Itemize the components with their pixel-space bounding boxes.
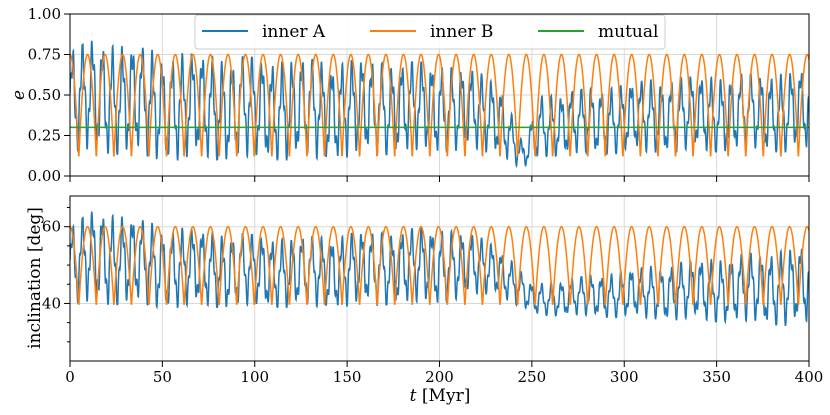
x-tick-label: 100 bbox=[240, 368, 269, 386]
y-tick-label: 1.00 bbox=[28, 5, 61, 23]
y-tick-label: 0.00 bbox=[28, 167, 61, 185]
y-tick-label: 0.75 bbox=[28, 46, 61, 64]
top-ticks: 0.00 0.25 0.50 0.75 1.00 bbox=[28, 5, 810, 185]
x-tick-label: 350 bbox=[702, 368, 731, 386]
bottom-ticks: 0 50 100 150 200 250 300 350 400 40 60 bbox=[42, 207, 824, 386]
x-axis-label-symbol: t bbox=[410, 386, 417, 406]
top-ylabel: e bbox=[9, 90, 29, 100]
x-tick-label: 250 bbox=[518, 368, 547, 386]
inclination-panel: 0 50 100 150 200 250 300 350 400 40 60 inclination… bbox=[25, 195, 824, 406]
legend: inner A inner B mutual bbox=[194, 14, 666, 50]
bottom-series-lines bbox=[70, 211, 809, 327]
x-tick-label: 0 bbox=[65, 368, 75, 386]
series-line-inner-b bbox=[70, 225, 809, 305]
legend-label-inner-A: inner A bbox=[262, 22, 326, 42]
bottom-ylabel: inclination [deg] bbox=[25, 207, 45, 349]
x-tick-label: 300 bbox=[610, 368, 639, 386]
y-tick-label: 40 bbox=[42, 294, 61, 312]
x-axis-label-unit: [Myr] bbox=[417, 386, 471, 406]
y-tick-label: 60 bbox=[42, 218, 61, 236]
y-tick-label: 0.50 bbox=[28, 86, 61, 104]
x-tick-label: 150 bbox=[333, 368, 362, 386]
legend-label-mutual: mutual bbox=[598, 22, 658, 42]
x-tick-label: 400 bbox=[795, 368, 824, 386]
series-line-inner-a bbox=[70, 40, 809, 169]
series-line-inner-a bbox=[70, 211, 809, 327]
y-tick-label: 0.25 bbox=[28, 127, 61, 145]
top-series-lines bbox=[70, 40, 809, 169]
legend-label-inner-B: inner B bbox=[430, 22, 493, 42]
x-tick-label: 50 bbox=[153, 368, 172, 386]
eccentricity-panel: 0.00 0.25 0.50 0.75 1.00 e inner A inner B mut… bbox=[9, 5, 810, 185]
legend-box bbox=[194, 14, 666, 50]
x-tick-label: 200 bbox=[425, 368, 454, 386]
series-line-inner-b bbox=[70, 53, 809, 157]
x-axis-label: t [Myr] bbox=[410, 386, 471, 406]
